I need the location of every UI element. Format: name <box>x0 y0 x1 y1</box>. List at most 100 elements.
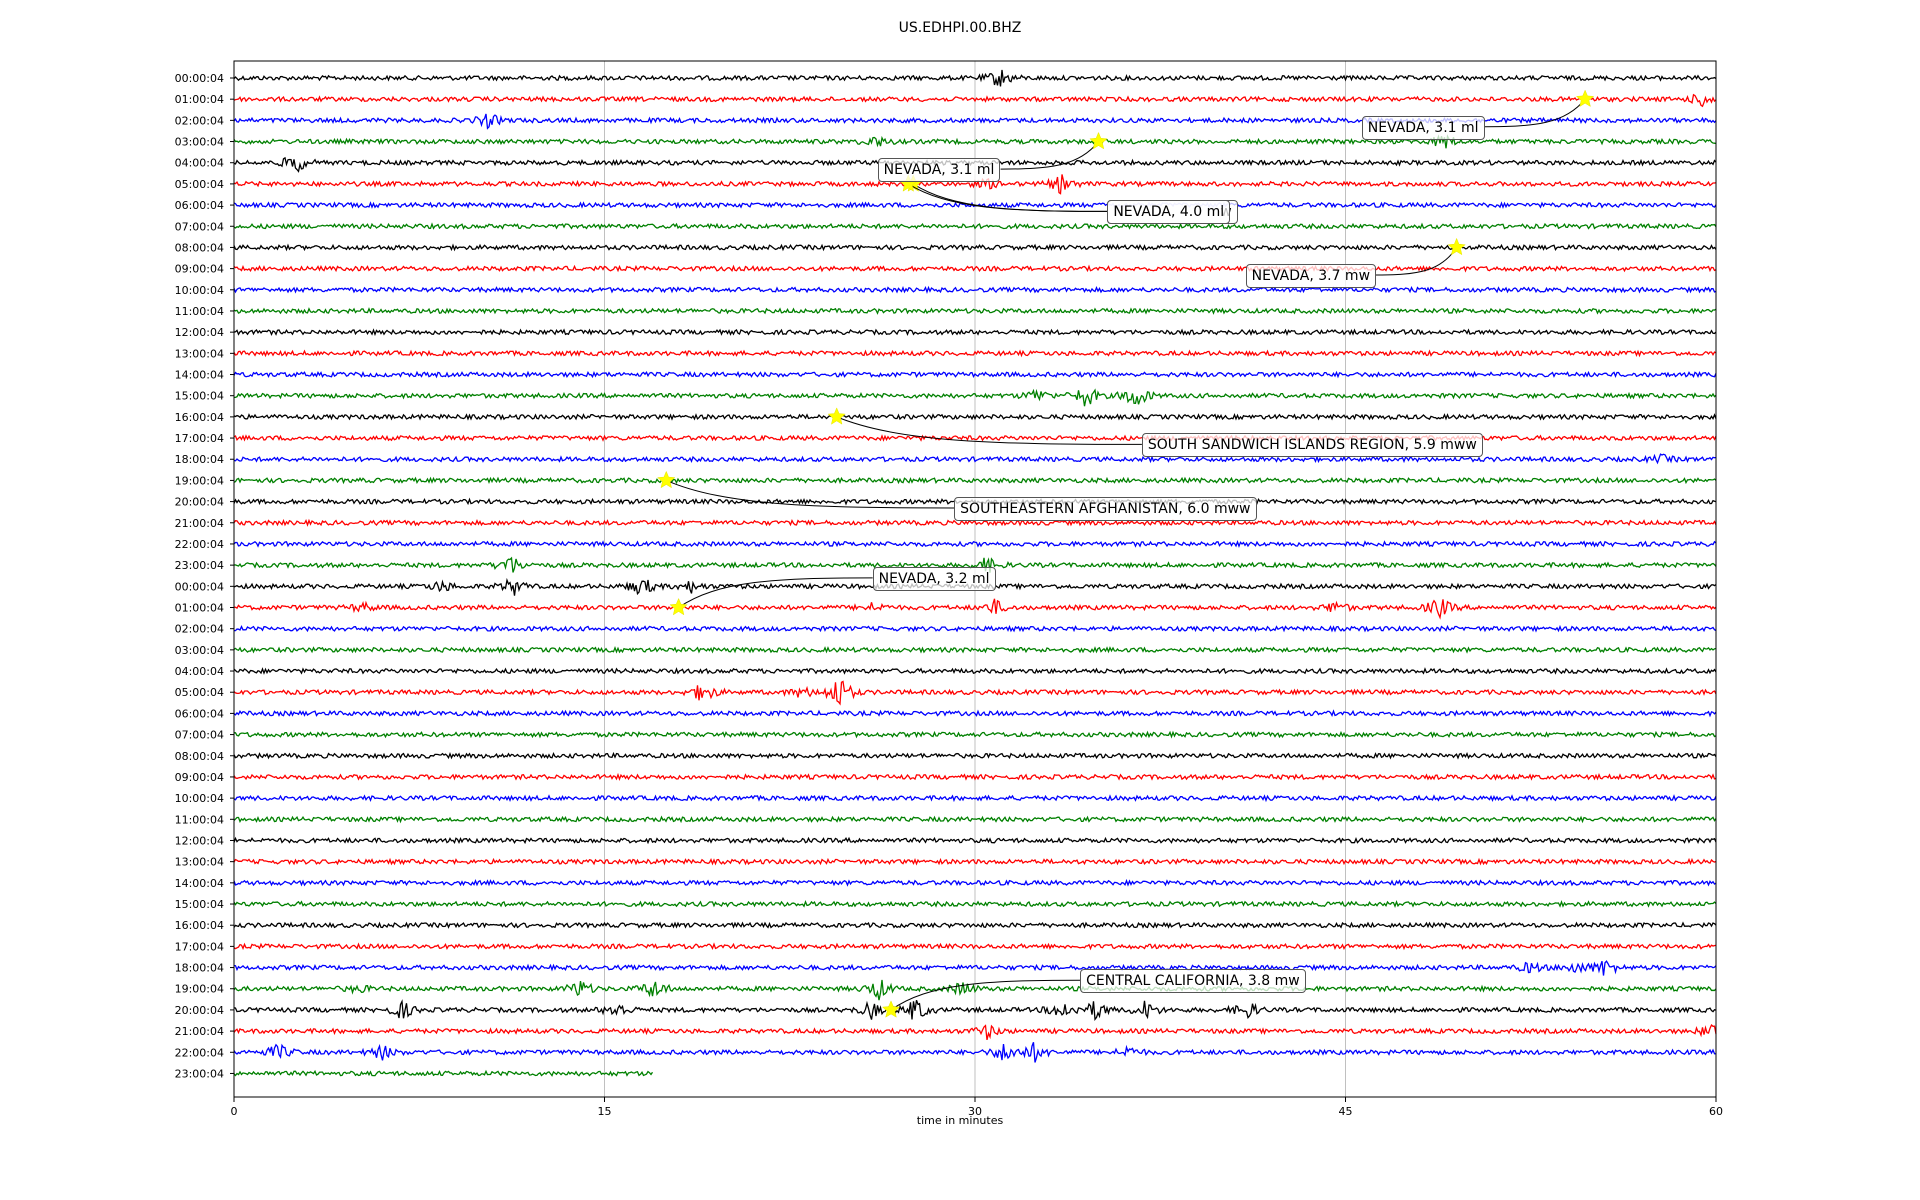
row-label: 15:00:04 <box>175 898 224 911</box>
event-star-marker <box>881 1000 901 1018</box>
trace-line <box>234 388 1717 407</box>
event-star-marker <box>657 470 676 489</box>
trace-line <box>233 645 1717 654</box>
event-connector <box>908 183 1108 212</box>
row-label: 20:00:04 <box>175 1004 224 1017</box>
trace-line <box>233 751 1717 760</box>
trace-line <box>233 349 1717 358</box>
row-label: 01:00:04 <box>175 602 224 615</box>
trace-line <box>233 518 1717 527</box>
row-label: 21:00:04 <box>175 1025 224 1038</box>
row-label: 02:00:04 <box>175 623 224 636</box>
row-label: 21:00:04 <box>175 517 224 530</box>
trace-line <box>233 453 1717 465</box>
row-label: 03:00:04 <box>175 136 224 149</box>
trace-line <box>233 243 1717 252</box>
row-label: 06:00:04 <box>175 707 224 720</box>
trace-line <box>233 370 1717 379</box>
trace-line <box>233 899 1717 909</box>
trace-line <box>233 921 1717 930</box>
event-label: NEVADA, 3.7 mw <box>1245 263 1377 288</box>
row-label: 14:00:04 <box>175 877 224 890</box>
event-label: SOUTHEASTERN AFGHANISTAN, 6.0 mww <box>954 496 1257 521</box>
trace-line <box>233 815 1717 824</box>
event-connector <box>666 479 955 509</box>
row-label: 00:00:04 <box>175 72 224 85</box>
row-label: 03:00:04 <box>175 644 224 657</box>
row-label: 04:00:04 <box>175 157 224 170</box>
trace-line <box>233 878 1717 887</box>
row-label: 09:00:04 <box>175 771 224 784</box>
x-axis-label: time in minutes <box>916 1114 1004 1127</box>
trace-line <box>233 709 1717 718</box>
event-star-marker <box>1089 131 1108 150</box>
event-star-marker <box>827 407 846 425</box>
row-label: 05:00:04 <box>175 178 224 191</box>
trace-line <box>233 667 1717 675</box>
row-label: 12:00:04 <box>175 326 224 339</box>
row-label: 22:00:04 <box>175 538 224 551</box>
event-label: NEVADA, 3.1 ml <box>877 158 1001 183</box>
trace-line <box>233 412 1717 421</box>
row-label: 14:00:04 <box>175 369 224 382</box>
x-tick-label: 60 <box>1709 1105 1723 1118</box>
row-label: 19:00:04 <box>175 983 224 996</box>
event-connector <box>1000 141 1099 170</box>
row-label: 04:00:04 <box>175 665 224 678</box>
event-label: NEVADA, 4.0 ml <box>1107 200 1231 225</box>
x-tick-label: 30 <box>968 1105 982 1118</box>
row-label: 13:00:04 <box>175 347 224 360</box>
trace-line <box>233 264 1717 273</box>
trace-line <box>233 1069 654 1077</box>
trace-line <box>233 476 1717 485</box>
trace-line <box>233 960 1717 976</box>
trace-line <box>233 836 1717 845</box>
row-label: 19:00:04 <box>175 474 224 487</box>
row-label: 22:00:04 <box>175 1046 224 1059</box>
trace-line <box>233 979 1717 1001</box>
event-connector <box>1484 98 1586 128</box>
row-label: 16:00:04 <box>175 411 224 424</box>
trace-line <box>233 857 1717 866</box>
row-label: 13:00:04 <box>175 856 224 869</box>
event-star-marker <box>1575 89 1595 108</box>
row-label: 12:00:04 <box>175 834 224 847</box>
event-star-marker <box>669 597 688 616</box>
event-connector <box>678 577 873 608</box>
trace-line <box>233 307 1717 315</box>
event-label: NEVADA, 3.1 ml <box>1361 115 1485 140</box>
event-label: SOUTH SANDWICH ISLANDS REGION, 5.9 mww <box>1141 433 1483 458</box>
row-label: 16:00:04 <box>175 919 224 932</box>
row-label: 02:00:04 <box>175 114 224 127</box>
row-label: 08:00:04 <box>175 241 224 254</box>
event-connector <box>1375 247 1458 276</box>
row-label: 05:00:04 <box>175 686 224 699</box>
row-label: 23:00:04 <box>175 1067 224 1080</box>
event-star-marker <box>1447 237 1466 256</box>
event-connector <box>836 416 1142 445</box>
trace-line <box>233 772 1717 781</box>
trace-line <box>233 69 1717 87</box>
trace-line <box>233 556 1717 573</box>
row-label: 17:00:04 <box>175 940 224 953</box>
event-label: NEVADA, 3.2 ml <box>872 566 996 591</box>
row-label: 07:00:04 <box>175 729 224 742</box>
trace-line <box>233 598 1717 620</box>
x-tick-label: 45 <box>1339 1105 1353 1118</box>
event-label: CENTRAL CALIFORNIA, 3.8 mw <box>1080 969 1306 994</box>
row-label: 20:00:04 <box>175 496 224 509</box>
trace-line <box>233 680 1717 706</box>
row-label: 09:00:04 <box>175 263 224 276</box>
row-label: 08:00:04 <box>175 750 224 763</box>
trace-line <box>234 730 1717 739</box>
row-label: 18:00:04 <box>175 962 224 975</box>
row-label: 11:00:04 <box>175 813 224 826</box>
x-tick-label: 0 <box>231 1105 238 1118</box>
row-label: 10:00:04 <box>175 284 224 297</box>
event-connector <box>890 979 1081 1011</box>
row-label: 06:00:04 <box>175 199 224 212</box>
trace-line <box>234 624 1717 633</box>
trace-line <box>233 285 1717 295</box>
trace-line <box>233 328 1717 337</box>
chart-title: US.EDHPI.00.BHZ <box>898 20 1022 36</box>
